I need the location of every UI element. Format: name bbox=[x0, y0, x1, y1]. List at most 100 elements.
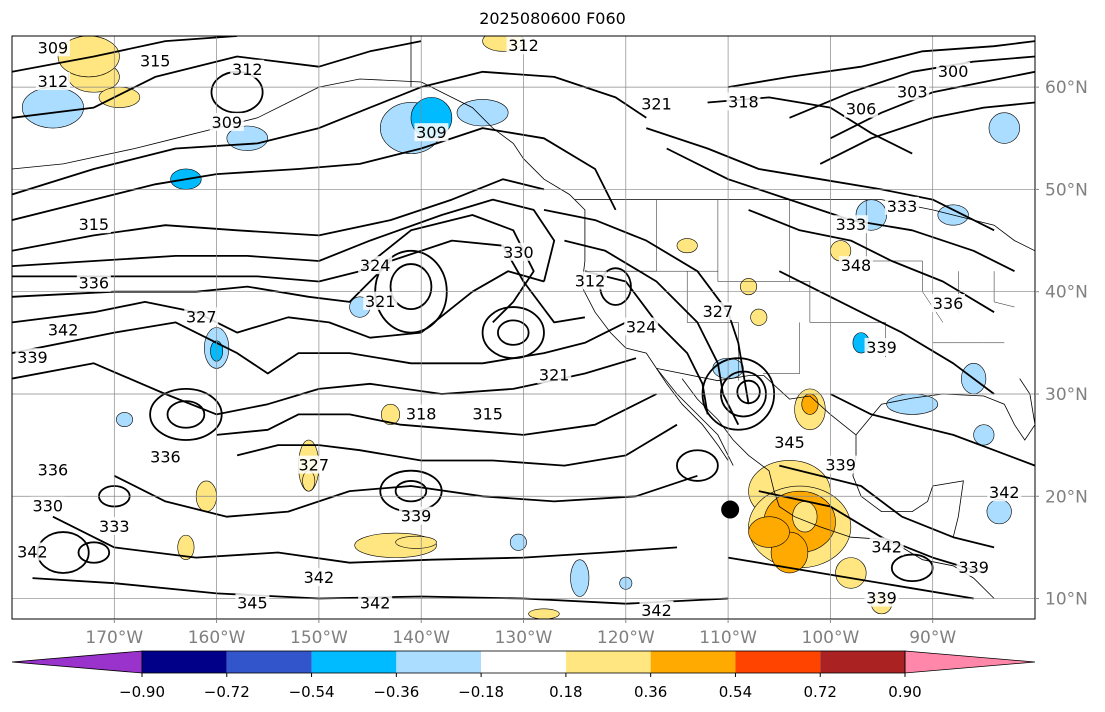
contour-line bbox=[778, 270, 995, 395]
contour-label-bg bbox=[501, 242, 536, 261]
colorbar-tick-label: −0.72 bbox=[204, 683, 250, 701]
gridline-layer bbox=[12, 36, 1035, 619]
contour-ring bbox=[77, 541, 111, 564]
contour-label: 321 bbox=[365, 292, 396, 311]
contour-label-bg bbox=[76, 215, 111, 234]
contour-line bbox=[779, 464, 995, 549]
colorbar-tick-label: −0.54 bbox=[289, 683, 335, 701]
colorbar-max-extension bbox=[904, 650, 1036, 674]
anomaly-patch bbox=[98, 86, 141, 108]
contour-label-bg bbox=[987, 483, 1022, 502]
colorbar-bin bbox=[481, 651, 566, 673]
contour-label: 333 bbox=[99, 517, 130, 536]
contour-label: 318 bbox=[728, 92, 759, 111]
contour-ring bbox=[481, 306, 545, 360]
contour-label: 312 bbox=[575, 271, 606, 290]
anomaly-patch bbox=[381, 403, 401, 425]
contour-label: 336 bbox=[38, 461, 69, 480]
contour-ring bbox=[676, 449, 719, 482]
longitude-ticks: 170°W 160°W 150°W 140°W 130°W 120°W 110°W 100°W… bbox=[85, 619, 956, 648]
contour-label-bg bbox=[35, 38, 70, 57]
contour-label: 321 bbox=[641, 95, 672, 114]
anomaly-patch bbox=[740, 278, 758, 296]
longitude-tick-label: 140°W bbox=[392, 628, 450, 648]
colorbar-tick-label: −0.18 bbox=[458, 683, 504, 701]
contour-label-bg bbox=[296, 455, 331, 474]
contour-ring bbox=[497, 319, 530, 346]
colorbar-bin bbox=[396, 651, 482, 673]
contour-label: 342 bbox=[641, 601, 672, 620]
contour-label-bg bbox=[700, 302, 735, 321]
contour-label: 309 bbox=[416, 123, 447, 142]
contour-label-bg bbox=[35, 72, 70, 91]
state-border bbox=[584, 199, 657, 272]
anomaly-patch bbox=[21, 86, 84, 129]
contour-label: 309 bbox=[38, 38, 69, 57]
colorbar-bin bbox=[226, 651, 312, 673]
contour-line bbox=[12, 214, 535, 324]
contour-line bbox=[12, 36, 238, 73]
contour-label-bg bbox=[823, 455, 858, 474]
contour-line bbox=[12, 270, 545, 339]
contour-label: 333 bbox=[887, 197, 918, 216]
contour-label-bg bbox=[404, 404, 439, 423]
contour-label-bg bbox=[864, 337, 899, 356]
contour-label-bg bbox=[838, 256, 873, 275]
contour-label: 342 bbox=[871, 537, 902, 556]
contour-line bbox=[727, 40, 1035, 88]
anomaly-patch bbox=[177, 534, 195, 560]
contour-label-bg bbox=[15, 542, 50, 561]
contour-label-bg bbox=[844, 99, 879, 118]
contour-label: 318 bbox=[406, 404, 437, 423]
contour-label: 339 bbox=[866, 589, 897, 608]
contour-label: 327 bbox=[186, 307, 217, 326]
colorbar-bin bbox=[565, 651, 651, 673]
center-marker-layer bbox=[721, 500, 740, 519]
coastline bbox=[855, 378, 1035, 441]
contour-line bbox=[12, 70, 647, 196]
colorbar-bin bbox=[650, 651, 736, 673]
contour-label: 324 bbox=[626, 318, 657, 337]
contour-label: 336 bbox=[79, 274, 110, 293]
contour-label-bg bbox=[885, 196, 920, 215]
contour-label-bg bbox=[358, 593, 393, 612]
contour-label: 339 bbox=[17, 348, 48, 367]
contour-label-layer: 309 312 315 312 309 309 312 321 318 300 303 306 315 3… bbox=[15, 36, 1022, 620]
contour-line bbox=[12, 40, 422, 119]
anomaly-patch bbox=[570, 559, 590, 597]
coastline bbox=[656, 368, 729, 461]
contour-ring bbox=[166, 400, 206, 429]
contour-label: 342 bbox=[989, 483, 1020, 502]
contour-label: 339 bbox=[866, 338, 897, 357]
contour-label: 342 bbox=[17, 543, 48, 562]
contour-label-bg bbox=[30, 496, 65, 515]
latitude-tick-label: 30°N bbox=[1045, 385, 1088, 405]
anomaly-patch bbox=[748, 516, 790, 548]
contour-label: 339 bbox=[825, 456, 856, 475]
contour-line bbox=[12, 198, 556, 282]
state-border bbox=[789, 281, 886, 358]
anomaly-patch bbox=[835, 557, 867, 589]
colorbar-bin bbox=[820, 651, 905, 673]
contour-label: 312 bbox=[38, 72, 69, 91]
contour-label: 315 bbox=[79, 215, 110, 234]
contour-label-bg bbox=[864, 588, 899, 607]
contour-label-bg bbox=[35, 460, 70, 479]
contour-label-bg bbox=[148, 447, 183, 466]
contour-label-bg bbox=[833, 215, 868, 234]
anomaly-patch bbox=[886, 393, 939, 415]
contour-line bbox=[12, 321, 627, 375]
contour-label: 342 bbox=[48, 321, 79, 340]
state-border bbox=[993, 271, 1015, 308]
colorbar-tick-label: 0.72 bbox=[804, 683, 837, 701]
anomaly-patch bbox=[676, 238, 698, 254]
colorbar-tick-label: 0.36 bbox=[634, 683, 667, 701]
contour-label-bg bbox=[399, 506, 434, 525]
contour-label-bg bbox=[895, 82, 930, 101]
contour-label: 345 bbox=[237, 594, 268, 613]
latitude-tick-label: 50°N bbox=[1045, 180, 1088, 200]
colorbar-tick-label: 0.54 bbox=[719, 683, 752, 701]
contour-label-bg bbox=[572, 271, 607, 290]
contour-label: 336 bbox=[150, 447, 181, 466]
contour-label: 306 bbox=[846, 100, 877, 119]
